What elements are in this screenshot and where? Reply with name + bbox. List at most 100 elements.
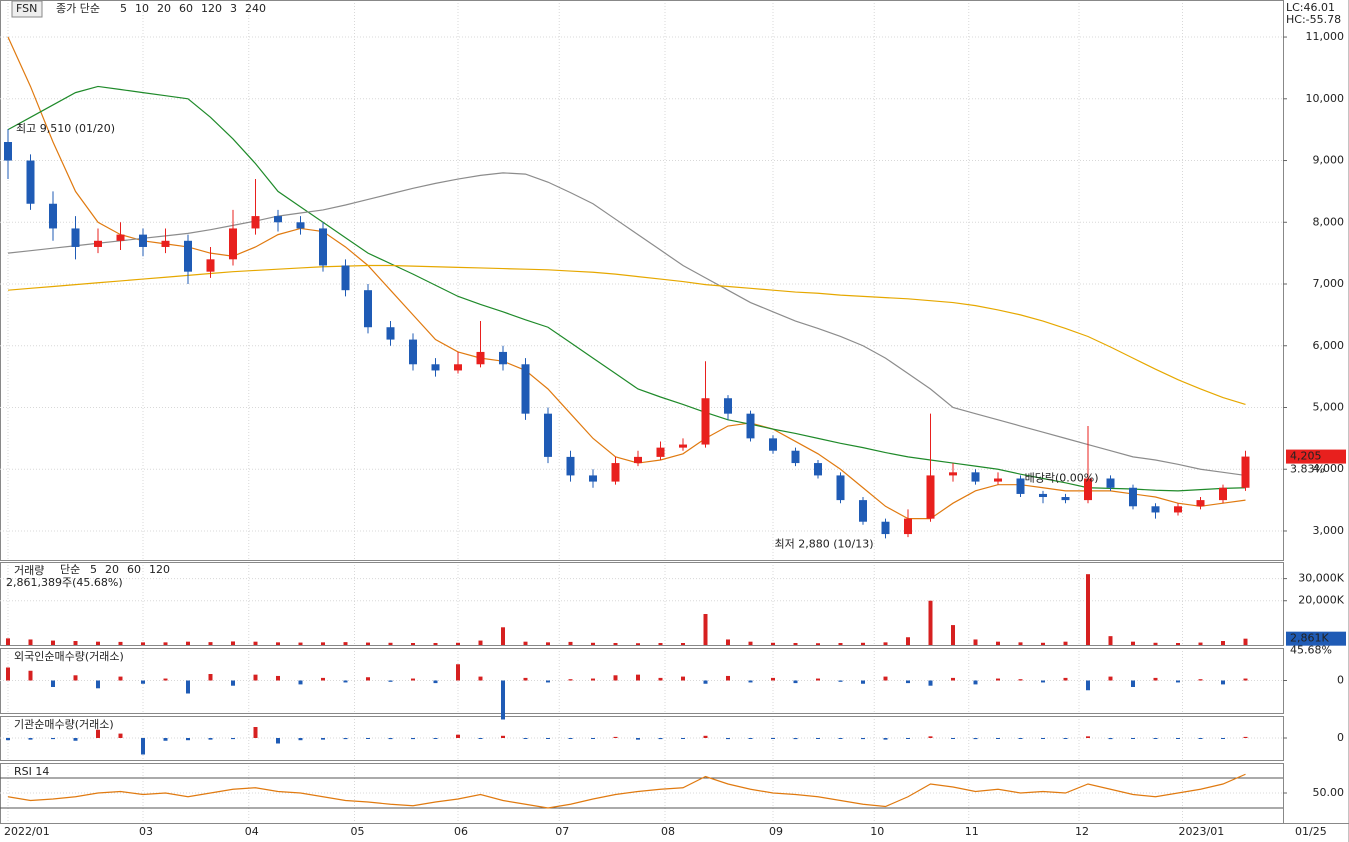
bar bbox=[591, 738, 595, 739]
candle-body bbox=[904, 518, 912, 535]
bar bbox=[996, 641, 1000, 645]
bar bbox=[951, 677, 955, 681]
bar bbox=[1198, 642, 1203, 645]
bar bbox=[208, 738, 213, 740]
bar bbox=[231, 641, 235, 645]
bar bbox=[883, 738, 888, 740]
symbol-box bbox=[11, 0, 43, 18]
candle-body bbox=[836, 475, 845, 501]
candle-body bbox=[251, 216, 260, 229]
bar bbox=[96, 729, 100, 738]
bar bbox=[793, 680, 798, 684]
candle-body bbox=[1129, 487, 1137, 507]
bar bbox=[1108, 738, 1113, 740]
candle-body bbox=[1151, 506, 1160, 513]
bar bbox=[366, 677, 370, 681]
candle-body bbox=[319, 228, 327, 266]
candle-body bbox=[94, 240, 102, 247]
bar bbox=[456, 664, 460, 681]
bar bbox=[141, 680, 145, 684]
y-tick-label: 6,000 bbox=[1313, 339, 1345, 352]
bar bbox=[1108, 676, 1113, 681]
candle-body bbox=[1174, 506, 1182, 513]
bar bbox=[523, 677, 528, 681]
candle-body bbox=[409, 339, 417, 365]
bar bbox=[658, 643, 663, 645]
bar bbox=[6, 638, 10, 645]
bar bbox=[1153, 738, 1158, 739]
bar bbox=[658, 677, 663, 681]
bar bbox=[321, 738, 325, 740]
bar bbox=[186, 641, 190, 645]
x-end-label: 01/25 bbox=[1295, 825, 1327, 838]
bar bbox=[748, 738, 753, 739]
bar bbox=[546, 680, 550, 683]
bar bbox=[501, 627, 505, 645]
bar bbox=[208, 674, 213, 681]
bar bbox=[501, 735, 505, 738]
panel-title: 기관순매수량(거래소) bbox=[14, 718, 114, 731]
candle-body bbox=[1061, 497, 1070, 501]
bar bbox=[838, 680, 843, 682]
lc-label: LC:46.01 bbox=[1286, 1, 1335, 14]
candle-body bbox=[26, 160, 35, 204]
bar bbox=[861, 738, 865, 740]
volume-last: 2,861K bbox=[1290, 632, 1329, 645]
bar bbox=[861, 642, 865, 645]
x-tick-label: 04 bbox=[245, 825, 259, 838]
annotation: 최고 9,510 (01/20) bbox=[16, 122, 115, 135]
ma-label: 단순 bbox=[60, 563, 80, 576]
rsi-line bbox=[7, 773, 1246, 809]
bar bbox=[321, 642, 325, 645]
bar bbox=[6, 667, 10, 681]
candle-body bbox=[634, 456, 642, 464]
bar bbox=[816, 738, 820, 739]
panel-title: 외국인순매수량(거래소) bbox=[14, 650, 124, 663]
bar bbox=[816, 643, 820, 645]
bar bbox=[1153, 642, 1158, 645]
x-tick-label: 08 bbox=[661, 825, 675, 838]
bar bbox=[118, 676, 123, 681]
candle-body bbox=[1016, 478, 1025, 494]
bar bbox=[186, 680, 190, 694]
bar bbox=[231, 680, 235, 686]
x-tick-label: 03 bbox=[139, 825, 153, 838]
bar bbox=[276, 642, 280, 645]
bar bbox=[1018, 679, 1023, 681]
bar bbox=[726, 675, 730, 681]
y-tick-label: 5,000 bbox=[1313, 400, 1345, 413]
ma-line bbox=[7, 36, 1246, 520]
candle-body bbox=[521, 364, 530, 414]
bar bbox=[366, 642, 370, 645]
annotation: 배당락(0.00%) bbox=[1025, 472, 1099, 485]
x-tick-label: 07 bbox=[555, 825, 569, 838]
y-tick-label: 50.00 bbox=[1313, 786, 1345, 799]
bar bbox=[51, 640, 55, 645]
bar bbox=[703, 680, 708, 684]
y-tick-label: 30,000K bbox=[1298, 572, 1344, 585]
candle-body bbox=[656, 447, 665, 457]
ma-line bbox=[7, 264, 1246, 405]
bar bbox=[1086, 736, 1090, 738]
bar bbox=[546, 642, 550, 645]
bar bbox=[906, 738, 910, 739]
bar bbox=[433, 680, 438, 684]
bar bbox=[793, 738, 798, 740]
candle-body bbox=[476, 351, 485, 365]
bar bbox=[1198, 738, 1203, 739]
bar bbox=[1153, 677, 1158, 681]
bar bbox=[951, 738, 955, 739]
x-tick-label: 11 bbox=[965, 825, 979, 838]
bar bbox=[276, 738, 280, 744]
bar bbox=[1176, 643, 1180, 645]
bar bbox=[928, 736, 933, 738]
bar bbox=[703, 735, 708, 738]
bar bbox=[208, 642, 213, 645]
x-tick-label: 05 bbox=[351, 825, 365, 838]
bar bbox=[163, 678, 168, 681]
bar bbox=[141, 738, 145, 755]
bar bbox=[546, 738, 550, 739]
bar bbox=[366, 738, 370, 739]
bar bbox=[636, 738, 640, 740]
y-tick-label: 4,000 bbox=[1313, 462, 1345, 475]
